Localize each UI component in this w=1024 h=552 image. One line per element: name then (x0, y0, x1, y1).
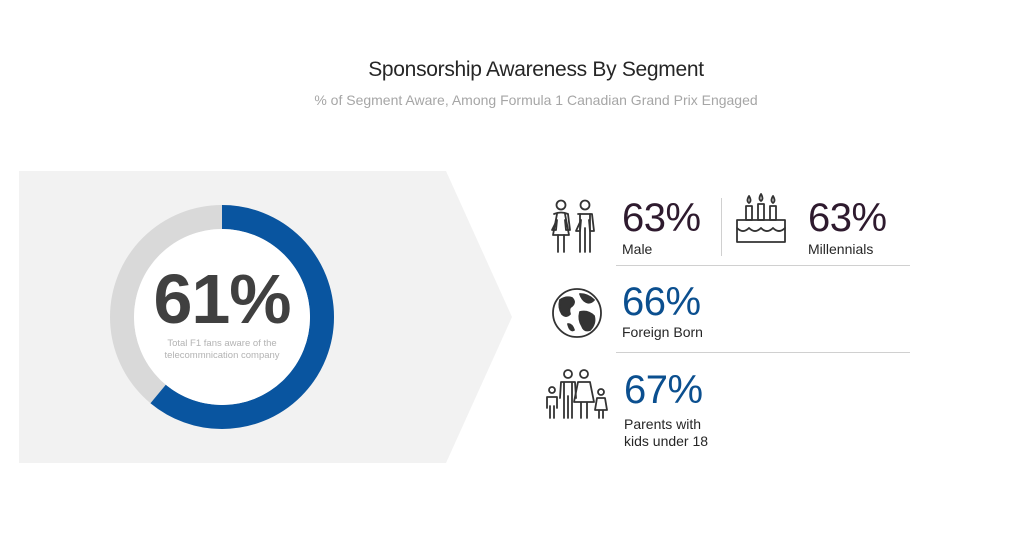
donut-caption: Total F1 fans aware of the telecommnicat… (164, 338, 280, 361)
donut-center (134, 229, 310, 405)
birthday-cake-icon (736, 193, 786, 243)
segment-millennials-label: Millennials (808, 241, 874, 257)
divider-vertical (721, 198, 722, 256)
segment-parents-value: 67% (624, 368, 703, 412)
segment-male-value: 63% (622, 196, 701, 240)
page-subtitle: % of Segment Aware, Among Formula 1 Cana… (314, 92, 758, 108)
segment-millennials-value: 63% (808, 196, 887, 240)
divider-row-2 (616, 352, 910, 353)
donut-slice-aware (110, 205, 334, 429)
donut-value-label: 61% (153, 260, 291, 338)
segment-foreign-born-value: 66% (622, 280, 701, 324)
page-title: Sponsorship Awareness By Segment (368, 58, 704, 81)
segment-foreign-born-label: Foreign Born (622, 324, 703, 340)
segment-male-label: Male (622, 241, 653, 257)
segment-parents-label-line1: Parents with (624, 416, 702, 432)
globe-icon (552, 288, 602, 338)
segment-parents-label-line2: kids under 18 (624, 433, 709, 449)
couple-icon (551, 199, 595, 253)
family-icon (546, 369, 608, 419)
divider-row-1 (616, 265, 910, 266)
